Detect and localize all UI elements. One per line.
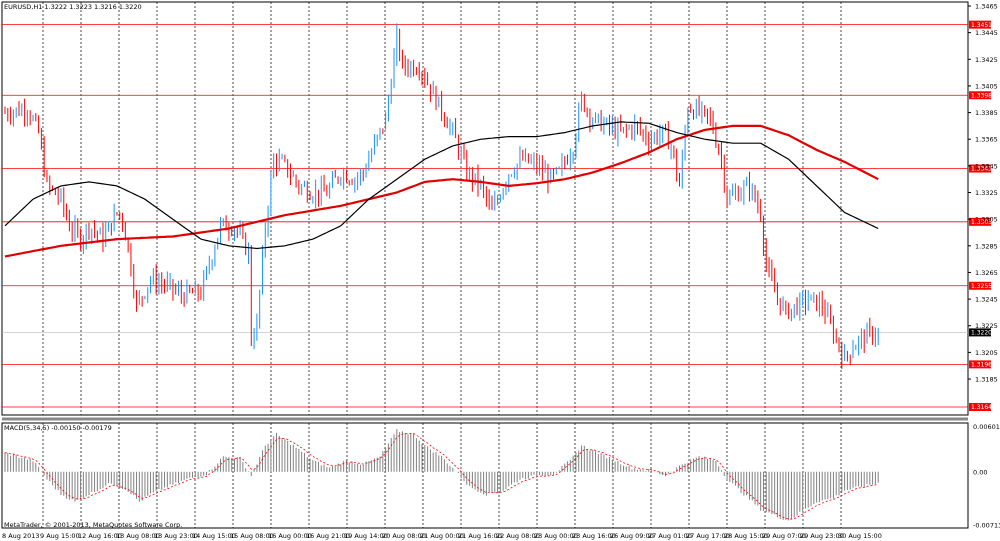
time-label: 15 Aug 08:00 [230,532,274,540]
macd-signal-line [4,433,879,520]
time-label: 22 Aug 08:00 [496,532,540,540]
level-label: 1.3164 [971,404,992,411]
time-label: 8 Aug 2013 [2,532,40,540]
price-label: 1.3465 [975,2,998,10]
price-label: 1.3225 [975,322,998,330]
time-label: 23 Aug 16:00 [572,532,616,540]
level-tag [969,281,991,290]
current-price-label: 1.3220 [971,330,992,337]
time-label: 13 Aug 08:00 [116,532,160,540]
moving-averages [4,121,879,258]
time-label: 30 Aug 15:00 [838,532,882,540]
price-label: 1.3305 [975,216,998,224]
price-label: 1.3185 [975,376,998,384]
level-tag [969,91,991,100]
price-label: 1.3205 [975,349,998,357]
price-label: 1.3425 [975,56,998,64]
price-label: 1.3405 [975,82,998,90]
level-tag [969,217,991,226]
ma-fast-line [4,121,879,250]
time-label: 27 Aug 01:00 [648,532,692,540]
time-label: 29 Aug 23:00 [800,532,844,540]
macd-axis-label: -0.00713 [973,522,1000,530]
time-label: 16 Aug 21:00 [306,532,350,540]
candles [4,23,879,369]
time-label: 26 Aug 09:00 [610,532,654,540]
symbol-header: EURUSD,H1 1.3222 1.3223 1.3216 1.3220 [4,3,142,11]
macd-histogram [4,429,879,521]
price-label: 1.3285 [975,242,998,250]
time-label: 9 Aug 15:00 [40,532,80,540]
price-label: 1.3365 [975,136,998,144]
level-tag [969,403,991,412]
price-label: 1.3385 [975,109,998,117]
level-label: 1.3398 [971,92,992,99]
time-label: 14 Aug 15:00 [192,532,236,540]
time-label: 12 Aug 16:00 [78,532,122,540]
level-label: 1.3303 [971,219,992,226]
price-label: 1.3245 [975,296,998,304]
horizontal-levels: 1.3451 1.3398 1.3343 1.3303 1.3255 1.3196 1.31… [2,20,992,412]
main-frame [1,1,969,416]
price-label: 1.3345 [975,162,998,170]
macd-axis-label: 0.00601 [973,423,1000,431]
level-tag [969,360,991,369]
level-label: 1.3451 [971,22,992,29]
time-label: 20 Aug 08:00 [382,532,426,540]
macd-header: MACD(5,34,5) -0.00150 -0.00179 [4,424,112,432]
time-label: 21 Aug 00:00 [420,532,464,540]
current-price-tag [969,328,991,337]
price-label: 1.3265 [975,269,998,277]
copyright-text: MetaTrader, © 2001-2013, MetaQuotes Soft… [4,521,182,529]
time-label: 28 Aug 15:00 [724,532,768,540]
time-label: 16 Aug 00:00 [268,532,312,540]
level-label: 1.3196 [971,362,992,369]
time-label: 19 Aug 14:00 [344,532,388,540]
level-tag [969,164,991,173]
macd-axis-label: 0.00 [973,468,987,476]
time-label: 29 Aug 07:00 [762,532,806,540]
macd-frame [1,422,969,529]
time-label: 27 Aug 17:00 [686,532,730,540]
level-tag [969,20,991,29]
time-label: 21 Aug 16:00 [458,532,502,540]
level-label: 1.3255 [971,283,992,290]
ma-slow-line [4,124,879,258]
price-label: 1.3325 [975,189,998,197]
price-label: 1.3445 [975,29,998,37]
level-label: 1.3343 [971,166,992,173]
time-label: 13 Aug 23:00 [154,532,198,540]
time-label: 23 Aug 00:00 [534,532,578,540]
